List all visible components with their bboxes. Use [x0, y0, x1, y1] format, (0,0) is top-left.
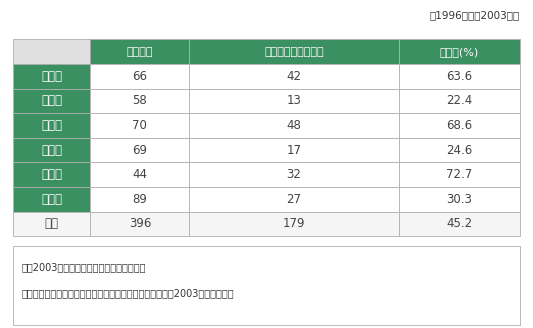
Text: 宮城県: 宮城県: [42, 119, 62, 132]
Text: 30.3: 30.3: [446, 193, 472, 206]
Text: 48: 48: [287, 119, 302, 132]
Bar: [399, 89, 520, 113]
Text: 注）2003年度末における市町村名で集計。: 注）2003年度末における市町村名で集計。: [21, 262, 146, 272]
Bar: [13, 39, 91, 64]
Bar: [189, 138, 399, 162]
Text: 秋田県: 秋田県: [42, 144, 62, 156]
Text: 89: 89: [133, 193, 147, 206]
Text: （東北農業研究センター及び東北各県の農業試験場による2003年度の成果）: （東北農業研究センター及び東北各県の農業試験場による2003年度の成果）: [21, 288, 234, 298]
Text: 合計: 合計: [45, 217, 59, 230]
Text: 66: 66: [132, 70, 148, 83]
Bar: [189, 187, 399, 212]
Text: 42: 42: [287, 70, 302, 83]
Text: 福島県: 福島県: [42, 193, 62, 206]
Bar: [91, 89, 189, 113]
Text: 13: 13: [287, 94, 302, 107]
Text: 岩手県: 岩手県: [42, 94, 62, 107]
Text: 72.7: 72.7: [446, 168, 472, 181]
Text: 179: 179: [283, 217, 305, 230]
Text: （1996年から2003年）: （1996年から2003年）: [430, 10, 520, 20]
Bar: [13, 89, 91, 113]
Text: 32: 32: [287, 168, 302, 181]
Text: 396: 396: [129, 217, 151, 230]
Bar: [13, 113, 91, 138]
Text: 58: 58: [133, 94, 147, 107]
Bar: [13, 187, 91, 212]
Bar: [399, 162, 520, 187]
Bar: [189, 39, 399, 64]
Text: 22.4: 22.4: [446, 94, 472, 107]
Bar: [399, 187, 520, 212]
Bar: [13, 64, 91, 89]
Text: 69: 69: [132, 144, 148, 156]
Text: 27: 27: [287, 193, 302, 206]
Bar: [189, 212, 399, 236]
Bar: [399, 138, 520, 162]
Bar: [91, 162, 189, 187]
Text: 青森県: 青森県: [42, 70, 62, 83]
Bar: [91, 187, 189, 212]
Bar: [13, 162, 91, 187]
Text: 44: 44: [132, 168, 148, 181]
Text: 70: 70: [133, 119, 147, 132]
Bar: [91, 212, 189, 236]
Text: 68.6: 68.6: [446, 119, 472, 132]
Text: 抗抗性確認市町村数: 抗抗性確認市町村数: [264, 47, 324, 57]
Bar: [189, 89, 399, 113]
Bar: [13, 212, 91, 236]
Bar: [399, 64, 520, 89]
Text: 山形県: 山形県: [42, 168, 62, 181]
Bar: [189, 162, 399, 187]
Text: 24.6: 24.6: [446, 144, 472, 156]
Text: 63.6: 63.6: [446, 70, 472, 83]
Bar: [91, 113, 189, 138]
Bar: [13, 246, 520, 325]
Bar: [13, 138, 91, 162]
Bar: [91, 64, 189, 89]
Bar: [399, 113, 520, 138]
Bar: [399, 212, 520, 236]
Bar: [399, 39, 520, 64]
Bar: [189, 113, 399, 138]
Text: 17: 17: [287, 144, 302, 156]
Bar: [189, 64, 399, 89]
Text: 45.2: 45.2: [446, 217, 472, 230]
Text: 市町村数: 市町村数: [127, 47, 153, 57]
Bar: [91, 39, 189, 64]
Text: 数割合(%): 数割合(%): [440, 47, 479, 57]
Bar: [91, 138, 189, 162]
